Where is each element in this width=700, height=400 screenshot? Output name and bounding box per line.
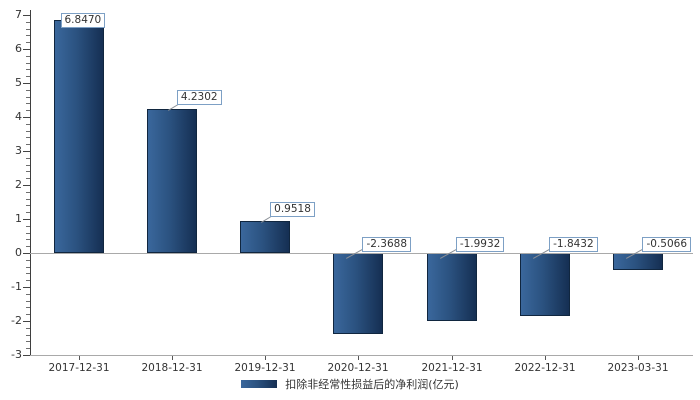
y-tick-minor — [26, 56, 30, 57]
y-axis-label: 6 — [15, 42, 22, 55]
y-axis-label: 1 — [15, 212, 22, 225]
y-tick-major — [23, 117, 30, 118]
y-tick-minor — [26, 90, 30, 91]
y-tick-minor — [26, 341, 30, 342]
y-axis-label: -1 — [11, 280, 22, 293]
value-label: -1.8432 — [549, 237, 598, 252]
y-tick-minor — [26, 110, 30, 111]
y-tick-minor — [26, 267, 30, 268]
y-axis-label: 4 — [15, 110, 22, 123]
x-axis-label: 2021-12-31 — [421, 362, 483, 374]
x-tick — [265, 356, 266, 360]
bar[interactable] — [520, 253, 571, 316]
y-axis-label: -2 — [11, 314, 22, 327]
y-tick-minor — [26, 212, 30, 213]
bar[interactable] — [613, 253, 664, 271]
y-axis-label: 5 — [15, 76, 22, 89]
bar[interactable] — [333, 253, 384, 334]
x-tick — [172, 356, 173, 360]
y-tick-major — [23, 287, 30, 288]
x-tick — [358, 356, 359, 360]
legend-swatch — [241, 380, 278, 388]
y-tick-minor — [26, 273, 30, 274]
y-tick-minor — [26, 144, 30, 145]
y-axis-label: 2 — [15, 178, 22, 191]
y-tick-minor — [26, 226, 30, 227]
y-tick-minor — [26, 35, 30, 36]
y-tick-minor — [26, 335, 30, 336]
y-tick-minor — [26, 328, 30, 329]
y-tick-minor — [26, 63, 30, 64]
y-tick-major — [23, 253, 30, 254]
value-label: -2.3688 — [362, 237, 412, 252]
y-tick-minor — [26, 301, 30, 302]
y-tick-major — [23, 219, 30, 220]
x-axis-line — [30, 355, 693, 356]
legend-label: 扣除非经常性损益后的净利润(亿元) — [285, 378, 459, 391]
y-tick-minor — [26, 348, 30, 349]
y-axis-label: 3 — [15, 144, 22, 157]
y-axis-label: 0 — [15, 246, 22, 259]
y-tick-minor — [26, 178, 30, 179]
x-axis-label: 2019-12-31 — [234, 362, 296, 374]
zero-line — [30, 253, 693, 254]
y-tick-minor — [26, 294, 30, 295]
y-tick-minor — [26, 260, 30, 261]
y-tick-major — [23, 15, 30, 16]
value-label: -0.5066 — [642, 237, 691, 252]
bar[interactable] — [426, 253, 477, 321]
y-tick-minor — [26, 124, 30, 125]
legend[interactable]: 扣除非经常性损益后的净利润(亿元) — [0, 376, 700, 392]
value-label: 6.8470 — [60, 13, 106, 29]
y-tick-minor — [26, 42, 30, 43]
x-axis-label: 2020-12-31 — [327, 362, 389, 374]
x-axis-label: 2017-12-31 — [48, 362, 110, 374]
y-tick-minor — [26, 171, 30, 172]
bar[interactable] — [53, 20, 104, 253]
y-tick-minor — [26, 314, 30, 315]
y-axis-label: -3 — [11, 348, 22, 361]
bar[interactable] — [240, 220, 291, 253]
y-tick-major — [23, 321, 30, 322]
y-tick-minor — [26, 239, 30, 240]
x-tick — [452, 356, 453, 360]
y-tick-major — [23, 49, 30, 50]
y-tick-minor — [26, 205, 30, 206]
x-axis-label: 2022-12-31 — [514, 362, 576, 374]
x-tick — [545, 356, 546, 360]
y-tick-minor — [26, 199, 30, 200]
y-tick-minor — [26, 22, 30, 23]
y-tick-minor — [26, 307, 30, 308]
x-axis-label: 2023-03-31 — [607, 362, 669, 374]
y-tick-major — [23, 185, 30, 186]
y-tick-major — [23, 83, 30, 84]
y-tick-minor — [26, 76, 30, 77]
y-tick-minor — [26, 158, 30, 159]
y-tick-minor — [26, 233, 30, 234]
x-tick — [638, 356, 639, 360]
y-tick-minor — [26, 165, 30, 166]
y-tick-minor — [26, 137, 30, 138]
y-axis-label: 7 — [15, 8, 22, 21]
value-label: 4.2302 — [176, 90, 222, 106]
value-label: -1.9932 — [455, 237, 505, 252]
x-axis-label: 2018-12-31 — [141, 362, 203, 374]
y-tick-major — [23, 355, 30, 356]
y-tick-minor — [26, 246, 30, 247]
y-axis-line — [30, 10, 31, 355]
y-tick-minor — [26, 103, 30, 104]
y-tick-major — [23, 151, 30, 152]
y-tick-minor — [26, 280, 30, 281]
y-tick-minor — [26, 131, 30, 132]
x-tick — [79, 356, 80, 360]
y-tick-minor — [26, 97, 30, 98]
y-tick-minor — [26, 192, 30, 193]
y-tick-minor — [26, 29, 30, 30]
bar[interactable] — [146, 109, 197, 253]
y-tick-minor — [26, 69, 30, 70]
value-label: 0.9518 — [270, 201, 315, 217]
